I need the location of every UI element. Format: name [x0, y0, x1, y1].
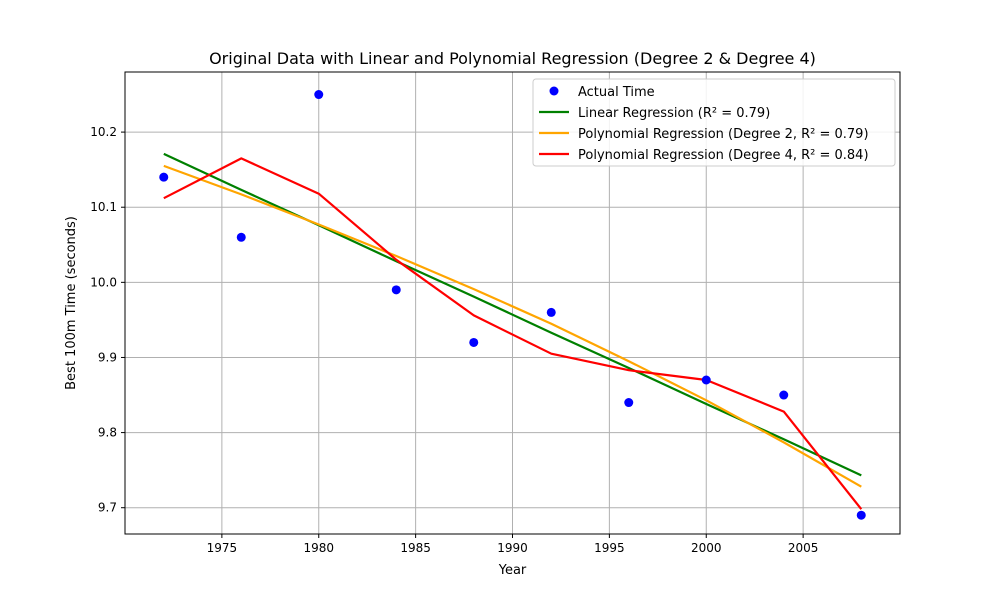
- legend-box: [532, 78, 896, 167]
- x-tick-label: 1985: [400, 541, 431, 555]
- x-tick-label: 2000: [691, 541, 722, 555]
- x-tick-label: 1995: [594, 541, 625, 555]
- data-point: [391, 285, 401, 295]
- data-point: [779, 390, 789, 400]
- legend-label: Polynomial Regression (Degree 2, R² = 0.…: [578, 127, 869, 142]
- axis-ticks: 1975 1980 1985 1990 1995 2000 2005 9.7 9.8 9.9 10.…: [90, 125, 818, 555]
- data-point: [236, 232, 246, 242]
- y-tick-label: 10.0: [90, 275, 117, 289]
- x-tick-label: 1990: [497, 541, 528, 555]
- series-layer: [159, 90, 866, 520]
- x-tick-label: 1975: [207, 541, 238, 555]
- data-point: [546, 307, 556, 317]
- data-point: [469, 337, 479, 347]
- y-tick-label: 9.8: [98, 426, 117, 440]
- series-line: [163, 157, 863, 510]
- data-point: [159, 172, 169, 182]
- y-tick-label: 9.9: [98, 350, 117, 364]
- data-point: [624, 398, 634, 408]
- y-tick-label: 9.7: [98, 501, 117, 515]
- x-tick-label: 1980: [303, 541, 334, 555]
- legend-label: Linear Regression (R² = 0.79): [578, 106, 770, 121]
- data-point: [701, 375, 711, 385]
- x-axis-label: Year: [498, 563, 527, 578]
- legend: Actual Time Linear Regression (R² = 0.79)…: [532, 78, 896, 167]
- x-tick-label: 2005: [788, 541, 819, 555]
- y-tick-label: 10.1: [90, 200, 117, 214]
- y-axis-label: Best 100m Time (seconds): [64, 216, 79, 390]
- y-tick-label: 10.2: [90, 125, 117, 139]
- series-line: [163, 164, 862, 488]
- legend-marker: [549, 86, 559, 96]
- data-point: [856, 510, 866, 520]
- legend-label: Actual Time: [578, 85, 655, 100]
- data-point: [314, 90, 324, 100]
- legend-label: Polynomial Regression (Degree 4, R² = 0.…: [578, 148, 869, 163]
- chart-title: Original Data with Linear and Polynomial…: [209, 49, 816, 68]
